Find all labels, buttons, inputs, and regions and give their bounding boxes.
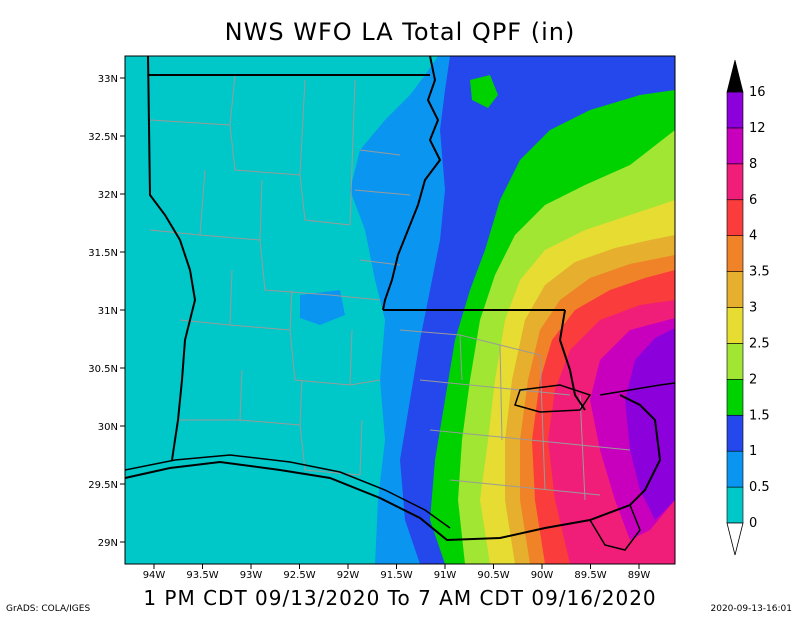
lon-label: 91.5W xyxy=(380,570,412,581)
state-borders xyxy=(125,56,675,551)
colorbar-segment xyxy=(726,235,744,272)
colorbar-segment xyxy=(726,343,744,380)
colorbar-label: 0.5 xyxy=(749,480,770,495)
coastline-2 xyxy=(125,454,451,529)
lon-label: 90W xyxy=(531,570,554,581)
colorbar-label: 4 xyxy=(749,229,757,244)
colorbar-label: 2.5 xyxy=(749,336,770,351)
lat-label: 30N xyxy=(98,422,118,433)
colorbar-segment xyxy=(726,163,744,201)
grads-credit: GrADS: COLA/IGES xyxy=(6,604,91,614)
lon-label: 93W xyxy=(240,570,263,581)
lon-label: 94W xyxy=(143,570,166,581)
colorbar-label: 0 xyxy=(749,516,757,531)
map-title: NWS WFO LA Total QPF (in) xyxy=(224,18,576,46)
lake-pontchartrain xyxy=(514,384,592,413)
colorbar-label: 6 xyxy=(749,193,757,208)
colorbar-label: 8 xyxy=(749,157,757,172)
colorbar-segment xyxy=(726,91,744,129)
lat-label: 32.5N xyxy=(88,132,118,143)
lat-label: 31N xyxy=(98,306,118,317)
lon-label: 92.5W xyxy=(283,570,315,581)
lon-label: 92W xyxy=(337,570,360,581)
colorbar-label: 2 xyxy=(749,372,757,387)
coastline xyxy=(125,394,662,542)
precip-contours xyxy=(125,56,675,564)
colorbar-segment xyxy=(726,486,744,524)
time-range: 1 PM CDT 09/13/2020 To 7 AM CDT 09/16/20… xyxy=(143,586,657,610)
colorbar-label: 1.5 xyxy=(749,408,770,423)
band-0.5-patch xyxy=(300,290,345,325)
colorbar-label: 3.5 xyxy=(749,265,770,280)
band-12 xyxy=(625,328,675,520)
lat-label: 29.5N xyxy=(88,480,118,491)
colorbar-segment xyxy=(726,271,744,308)
delta xyxy=(589,504,641,551)
lon-label: 89W xyxy=(628,570,651,581)
mississippi-river xyxy=(382,56,442,311)
lon-label: 90.5W xyxy=(477,570,509,581)
lon-label: 89.5W xyxy=(574,570,606,581)
colorbar-segment xyxy=(726,127,744,165)
colorbar-segment xyxy=(726,414,744,452)
lat-label: 30.5N xyxy=(88,364,118,375)
colorbar-segment xyxy=(726,307,744,344)
band-1.5-island xyxy=(470,75,498,108)
colorbar-segment xyxy=(726,450,744,488)
colorbar-label: 12 xyxy=(749,121,766,136)
colorbar-bottom-arrow xyxy=(726,522,744,556)
lat-label: 32N xyxy=(98,190,118,201)
lat-label: 29N xyxy=(98,538,118,549)
gulf-coast-ms xyxy=(599,382,675,396)
texas-line xyxy=(147,56,197,461)
colorbar-label: 1 xyxy=(749,444,757,459)
lat-label: 33N xyxy=(98,74,118,85)
colorbar-top-arrow xyxy=(726,59,744,93)
lon-label: 91W xyxy=(434,570,457,581)
longitude-axis: 94W 93.5W 93W 92.5W 92W 91.5W 91W 90.5W 90W 89.5W… xyxy=(143,564,651,581)
colorbar-segment xyxy=(726,379,744,416)
colorbar-segment xyxy=(726,199,744,236)
lon-label: 93.5W xyxy=(186,570,218,581)
pearl-river xyxy=(558,309,586,411)
parish-borders xyxy=(149,74,631,501)
issue-timestamp: 2020-09-13-16:01 xyxy=(710,604,793,614)
colorbar: 0 0.5 1 1.5 2 2.5 3 3.5 4 6 8 12 16 xyxy=(726,59,770,556)
latitude-axis: 33N 32.5N 32N 31.5N 31N 30.5N 30N 29.5N 29N xyxy=(88,74,125,549)
colorbar-label: 16 xyxy=(749,85,766,100)
lat-label: 31.5N xyxy=(88,248,118,259)
colorbar-label: 3 xyxy=(749,301,757,316)
